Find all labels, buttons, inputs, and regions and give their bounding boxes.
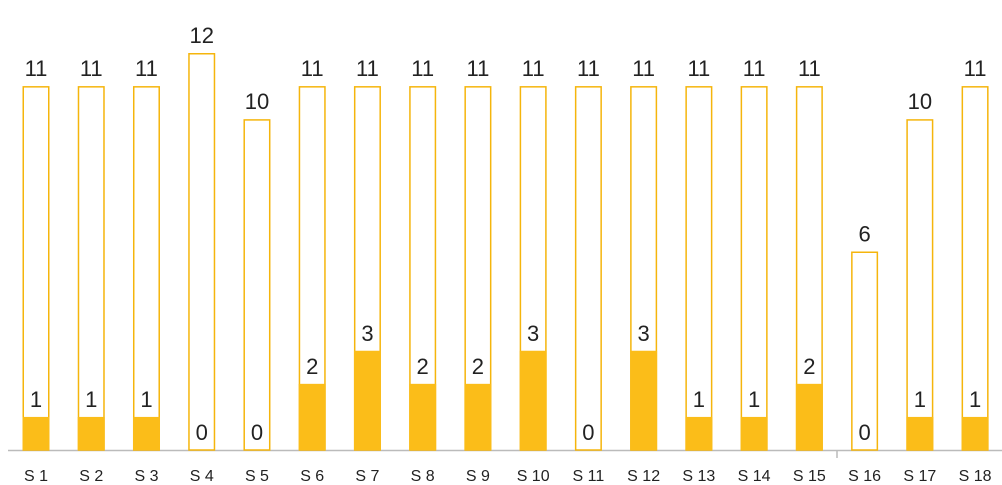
data-label: 11 — [632, 56, 655, 81]
bar — [519, 350, 547, 450]
x-tick-label: S 9 — [466, 468, 490, 485]
data-label: 11 — [964, 56, 987, 81]
data-label: 10 — [908, 89, 932, 114]
data-label: 0 — [251, 420, 263, 445]
data-label: 11 — [356, 56, 379, 81]
bar — [353, 350, 381, 450]
bar — [409, 383, 437, 450]
x-tick-label: S 7 — [355, 468, 379, 485]
data-label: 2 — [472, 354, 484, 379]
data-label: 11 — [522, 56, 545, 81]
bar — [906, 416, 934, 450]
data-label: 2 — [803, 354, 815, 379]
data-label: 11 — [135, 56, 158, 81]
data-label: 1 — [969, 387, 981, 412]
x-tick-label: S 3 — [134, 468, 158, 485]
data-label: 1 — [748, 387, 760, 412]
bar — [630, 350, 658, 450]
data-label: 0 — [582, 420, 594, 445]
data-label: 2 — [306, 354, 318, 379]
bar — [132, 416, 160, 450]
data-label: 11 — [798, 56, 821, 81]
bar-outline — [188, 53, 216, 451]
data-label: 11 — [687, 56, 710, 81]
bar — [740, 416, 768, 450]
data-label: 0 — [196, 420, 208, 445]
x-tick-label: S 2 — [79, 468, 103, 485]
x-tick-label: S 5 — [245, 468, 269, 485]
data-label: 0 — [858, 420, 870, 445]
bar-outline — [851, 251, 879, 451]
data-label: 3 — [361, 321, 373, 346]
data-label: 11 — [577, 56, 600, 81]
x-tick-label: S 6 — [300, 468, 324, 485]
x-tick-label: S 17 — [903, 468, 936, 485]
data-label: 3 — [527, 321, 539, 346]
data-label: 11 — [25, 56, 48, 81]
bar — [22, 416, 50, 450]
data-label: 1 — [693, 387, 705, 412]
data-label: 2 — [417, 354, 429, 379]
data-label: 3 — [638, 321, 650, 346]
data-label: 1 — [140, 387, 152, 412]
x-tick-label: S 16 — [848, 468, 881, 485]
x-tick-label: S 13 — [682, 468, 715, 485]
data-label: 11 — [743, 56, 766, 81]
data-label: 1 — [30, 387, 42, 412]
x-tick-label: S 11 — [573, 468, 605, 485]
bar — [464, 383, 492, 450]
data-label: 11 — [80, 56, 103, 81]
data-label: 12 — [189, 23, 213, 48]
bar — [795, 383, 823, 450]
data-label: 6 — [858, 222, 870, 247]
bar-outline — [243, 119, 271, 451]
x-tick-label: S 10 — [517, 468, 550, 485]
bar — [961, 416, 989, 450]
x-tick-label: S 15 — [793, 468, 826, 485]
bar — [298, 383, 326, 450]
bar — [77, 416, 105, 450]
data-label: 1 — [914, 387, 926, 412]
x-tick-label: S 14 — [738, 468, 771, 485]
x-tick-label: S 8 — [411, 468, 435, 485]
data-label: 1 — [85, 387, 97, 412]
x-tick-label: S 4 — [190, 468, 214, 485]
x-tick-label: S 18 — [959, 468, 992, 485]
x-tick-label: S 1 — [24, 468, 48, 485]
bar-outline — [574, 86, 602, 451]
x-tick-label: S 12 — [627, 468, 660, 485]
bar — [685, 416, 713, 450]
data-label: 11 — [411, 56, 434, 81]
data-label: 11 — [301, 56, 324, 81]
data-label: 10 — [245, 89, 269, 114]
data-label: 11 — [466, 56, 489, 81]
